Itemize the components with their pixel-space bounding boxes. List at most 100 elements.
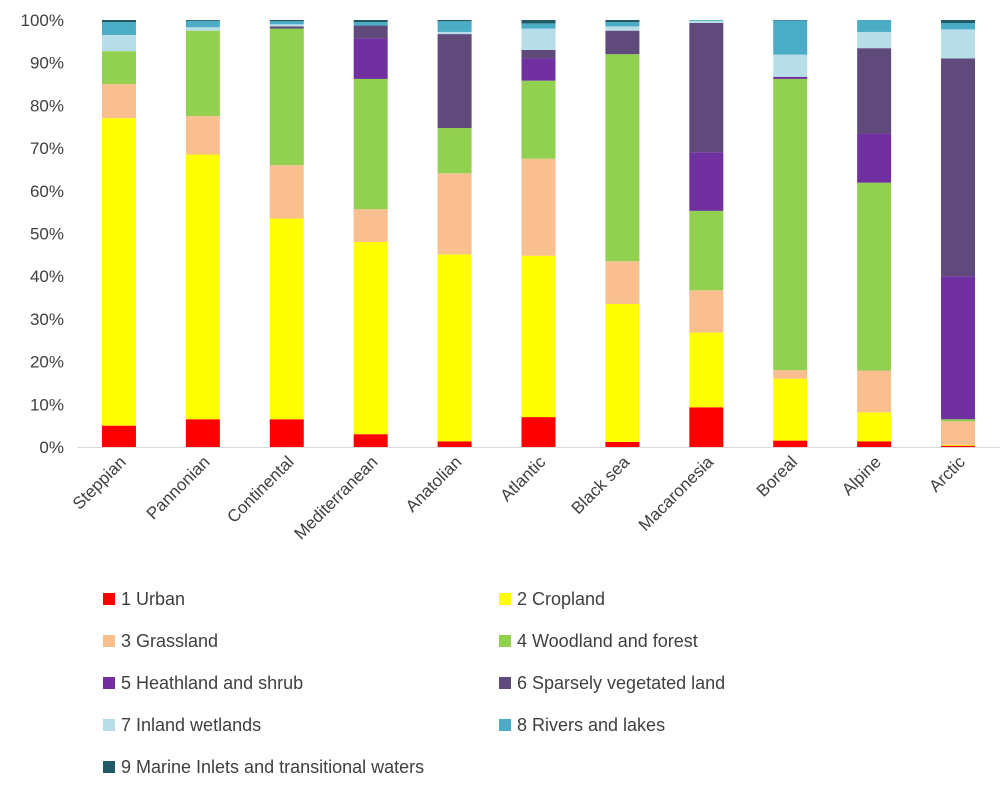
y-tick-label: 20% [30, 353, 64, 372]
bar-segment-continental-series-2 [269, 218, 304, 420]
bar-segment-anatolian-series-1 [437, 441, 472, 447]
legend-swatch [499, 635, 511, 647]
bar-segment-mediterranean-series-8 [353, 22, 388, 26]
bar-segment-atlantic-series-6 [521, 49, 556, 59]
legend-swatch [499, 719, 511, 731]
bar-segment-continental-series-6 [269, 26, 304, 29]
legend-label: 7 Inland wetlands [121, 714, 262, 735]
bar-segment-pannonian-series-4 [185, 30, 220, 117]
bar-segment-alpine-series-8 [857, 20, 892, 32]
bar-segment-boreal-series-4 [773, 78, 808, 371]
bar-segment-continental-series-7 [269, 24, 304, 27]
legend-swatch [499, 677, 511, 689]
legend-swatch [103, 593, 115, 605]
legend-label: 9 Marine Inlets and transitional waters [121, 756, 425, 777]
legend-label: 4 Woodland and forest [517, 630, 698, 651]
x-category-label: Anatolian [402, 452, 466, 516]
x-category-label: Boreal [753, 452, 801, 500]
bar-segment-alpine-series-3 [857, 370, 892, 413]
bar-segment-macaronesia-series-7 [689, 20, 724, 23]
bar-segment-alpine-series-4 [857, 182, 892, 371]
legend-swatch [103, 677, 115, 689]
bar-segment-arctic-series-2 [941, 444, 976, 446]
bar-segment-anatolian-series-4 [437, 128, 472, 174]
legend-item: 4 Woodland and forest [499, 627, 698, 655]
y-tick-label: 80% [30, 96, 64, 115]
y-tick-label: 90% [30, 54, 64, 73]
bar-segment-black-sea-series-6 [605, 30, 640, 55]
y-tick-label: 50% [30, 225, 64, 244]
bar-segment-macaronesia-series-3 [689, 290, 724, 333]
bar-segment-alpine-series-5 [857, 133, 892, 183]
bar-segment-atlantic-series-4 [521, 80, 556, 159]
x-category-label: Black sea [568, 452, 634, 518]
bar-segment-macaronesia-series-4 [689, 210, 724, 291]
bar-segment-black-sea-series-3 [605, 261, 640, 304]
bar-segment-mediterranean-series-2 [353, 242, 388, 435]
bar-segment-macaronesia-series-6 [689, 22, 724, 153]
bar-segment-atlantic-series-7 [521, 28, 556, 50]
bar-segment-steppian-series-4 [101, 51, 136, 85]
bar-segment-mediterranean-series-1 [353, 434, 388, 447]
bar-segment-arctic-series-1 [941, 445, 976, 447]
x-category-label: Steppian [69, 452, 130, 513]
bar-segment-atlantic-series-2 [521, 255, 556, 418]
bars-area [101, 20, 976, 447]
bar-segment-pannonian-series-7 [185, 27, 220, 31]
bar-segment-mediterranean-series-4 [353, 78, 388, 210]
bar-segment-steppian-series-2 [101, 118, 136, 426]
bar-segment-boreal-series-8 [773, 20, 808, 55]
bar-segment-anatolian-series-7 [437, 31, 472, 35]
bar-segment-black-sea-series-9 [605, 20, 640, 23]
bar-segment-steppian-series-8 [101, 22, 136, 35]
legend-swatch [103, 719, 115, 731]
y-tick-label: 0% [39, 438, 64, 457]
bar-segment-arctic-series-7 [941, 29, 976, 59]
bar-segment-alpine-series-7 [857, 31, 892, 49]
legend-item: 7 Inland wetlands [103, 711, 261, 739]
y-axis: 0% 10% 20% 30% 40% 50% 60% 70% 80% 90% 100% [21, 11, 64, 457]
bar-segment-macaronesia-series-1 [689, 407, 724, 447]
y-tick-label: 10% [30, 395, 64, 414]
bar-segment-boreal-series-2 [773, 378, 808, 441]
bar-segment-mediterranean-series-5 [353, 38, 388, 79]
bar-segment-continental-series-8 [269, 21, 304, 25]
legend-item: 8 Rivers and lakes [499, 711, 665, 739]
bar-segment-alpine-series-1 [857, 441, 892, 447]
legend-item: 2 Cropland [499, 585, 605, 613]
bar-segment-arctic-series-3 [941, 421, 976, 445]
bar-segment-anatolian-series-8 [437, 21, 472, 32]
bar-segment-arctic-series-8 [941, 22, 976, 30]
x-category-label: Arctic [925, 452, 969, 496]
bar-segment-anatolian-series-2 [437, 254, 472, 442]
bar-segment-boreal-series-7 [773, 54, 808, 77]
bar-segment-black-sea-series-8 [605, 22, 640, 27]
bar-segment-atlantic-series-8 [521, 23, 556, 29]
bar-segment-black-sea-series-2 [605, 303, 640, 442]
legend-swatch [103, 635, 115, 647]
x-category-label: Pannonian [143, 452, 214, 523]
x-category-label: Continental [223, 452, 297, 526]
y-tick-label: 60% [30, 182, 64, 201]
bar-segment-arctic-series-6 [941, 58, 976, 277]
y-tick-label: 40% [30, 267, 64, 286]
bar-segment-continental-series-9 [269, 20, 304, 22]
stacked-bar-chart: 0% 10% 20% 30% 40% 50% 60% 70% 80% 90% 100% Steppi… [21, 11, 1000, 543]
bar-segment-macaronesia-series-5 [689, 152, 724, 211]
bar-segment-anatolian-series-9 [437, 20, 472, 22]
legend-swatch [103, 761, 115, 773]
x-category-label: Alpine [838, 452, 885, 499]
x-category-label: Atlantic [496, 452, 549, 505]
bar-segment-pannonian-series-8 [185, 20, 220, 28]
bar-segment-alpine-series-2 [857, 412, 892, 442]
bar-segment-anatolian-series-3 [437, 173, 472, 255]
bar-segment-steppian-series-7 [101, 34, 136, 52]
x-category-label: Macaronesia [635, 452, 718, 535]
bar-segment-atlantic-series-1 [521, 417, 556, 447]
y-tick-label: 70% [30, 139, 64, 158]
bar-segment-arctic-series-9 [941, 20, 976, 23]
legend-item: 9 Marine Inlets and transitional waters [103, 753, 424, 781]
bar-segment-anatolian-series-6 [437, 34, 472, 129]
bar-segment-continental-series-4 [269, 28, 304, 166]
legend-label: 5 Heathland and shrub [121, 672, 304, 693]
